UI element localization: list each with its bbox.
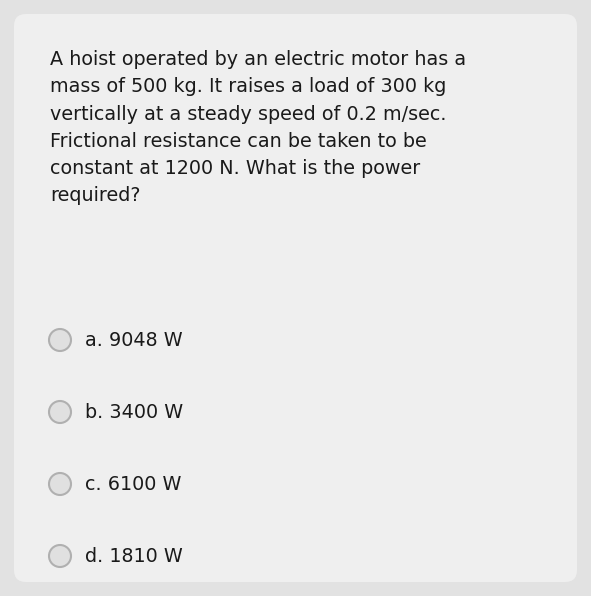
- Text: d. 1810 W: d. 1810 W: [85, 547, 183, 566]
- FancyBboxPatch shape: [14, 14, 577, 582]
- Circle shape: [49, 401, 71, 423]
- Text: A hoist operated by an electric motor has a
mass of 500 kg. It raises a load of : A hoist operated by an electric motor ha…: [50, 50, 466, 205]
- Text: a. 9048 W: a. 9048 W: [85, 331, 183, 349]
- Circle shape: [49, 545, 71, 567]
- Circle shape: [49, 473, 71, 495]
- Text: c. 6100 W: c. 6100 W: [85, 474, 181, 493]
- Text: b. 3400 W: b. 3400 W: [85, 402, 183, 421]
- Circle shape: [49, 329, 71, 351]
